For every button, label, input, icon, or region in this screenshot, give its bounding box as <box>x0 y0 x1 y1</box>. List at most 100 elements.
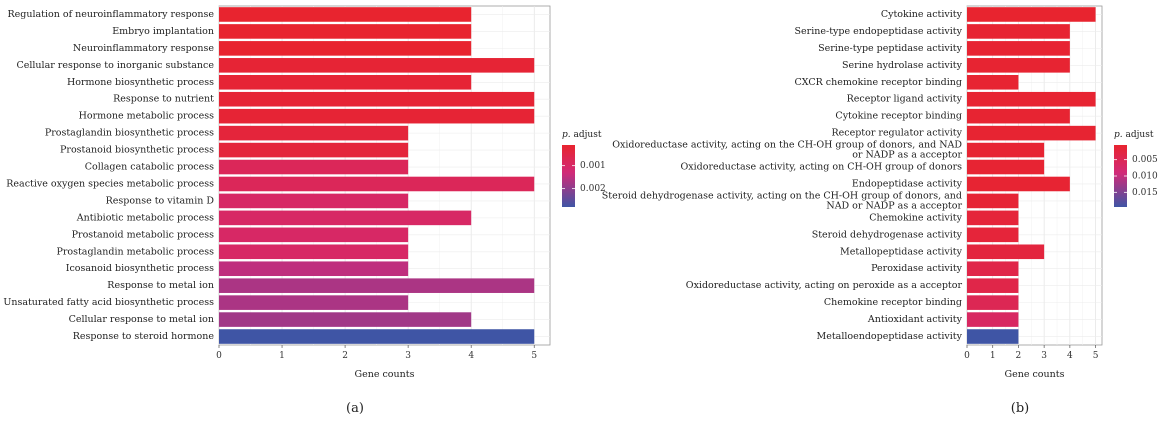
color-legend: p. adjust 0.005 0.010 0.015 <box>1114 130 1158 207</box>
bar <box>967 227 1019 243</box>
legend-tick-label: 0.001 <box>580 161 606 171</box>
bar <box>219 295 409 310</box>
legend-tick-label: 0.015 <box>1132 188 1158 198</box>
category-label: Cytokine receptor binding <box>835 111 962 122</box>
bar <box>967 176 1070 192</box>
category-label: Endopeptidase activity <box>852 178 963 189</box>
x-tick-label: 2 <box>342 351 348 361</box>
legend-tick-label: 0.005 <box>1132 155 1158 165</box>
category-label: Embryo implantation <box>112 26 214 37</box>
category-label: Reactive oxygen species metabolic proces… <box>6 178 214 189</box>
bar <box>219 125 409 141</box>
category-label: Neuroinflammatory response <box>73 43 214 54</box>
category-label: Receptor regulator activity <box>832 128 963 139</box>
legend-tick-label: 0.002 <box>580 184 606 194</box>
chart-a: Regulation of neuroinflammatory response… <box>3 5 606 416</box>
bar <box>967 244 1045 260</box>
bar <box>219 312 472 327</box>
category-label: Unsaturated fatty acid biosynthetic proc… <box>3 297 214 308</box>
bar <box>967 193 1019 209</box>
category-label: Prostaglandin biosynthetic process <box>45 128 214 139</box>
chart-b: Cytokine activity Serine-type endopeptida… <box>602 5 1158 416</box>
bar <box>967 210 1019 226</box>
bar <box>967 312 1019 327</box>
category-label: Serine-type peptidase activity <box>818 43 963 54</box>
bar <box>219 91 535 107</box>
bar <box>967 91 1096 107</box>
bar <box>967 261 1019 277</box>
category-label: Oxidoreductase activity, acting on CH-OH… <box>680 162 962 173</box>
bar <box>967 159 1045 175</box>
x-tick-label: 2 <box>1016 351 1022 361</box>
category-label: Hormone metabolic process <box>79 111 215 122</box>
category-label: Antibiotic metabolic process <box>76 212 214 223</box>
x-tick-label: 4 <box>468 351 474 361</box>
x-tick-label: 5 <box>531 351 537 361</box>
category-label: Response to nutrient <box>113 94 214 105</box>
category-label: Metalloendopeptidase activity <box>816 331 962 342</box>
category-label: Hormone biosynthetic process <box>67 77 214 88</box>
x-axis-label: Gene counts <box>1005 369 1065 380</box>
bar <box>967 58 1070 73</box>
category-label: Prostanoid biosynthetic process <box>60 145 214 156</box>
x-tick-label: 3 <box>405 351 411 361</box>
bar <box>219 244 409 260</box>
bar <box>967 7 1096 22</box>
category-label: Collagen catabolic process <box>85 162 214 173</box>
category-label: CXCR chemokine receptor binding <box>795 77 963 88</box>
bar <box>219 159 409 175</box>
category-label: Cytokine activity <box>881 9 963 20</box>
x-tick-label: 4 <box>1067 351 1073 361</box>
category-label: Regulation of neuroinflammatory response <box>7 9 214 20</box>
category-label: Antioxidant activity <box>867 314 963 325</box>
legend-tick-label: 0.010 <box>1132 172 1158 182</box>
legend-title: p. adjust <box>562 130 602 140</box>
x-tick-label: 5 <box>1093 351 1099 361</box>
category-label: Response to steroid hormone <box>73 331 215 342</box>
category-label: Steroid dehydrogenase activity <box>812 229 963 240</box>
bar <box>219 7 472 22</box>
bar <box>219 261 409 277</box>
bar <box>219 278 535 293</box>
category-label: Chemokine receptor binding <box>824 297 962 308</box>
bar <box>219 74 472 90</box>
bar <box>219 329 535 344</box>
category-label: Steroid dehydrogenase activity, acting o… <box>602 190 963 211</box>
bar <box>219 24 472 39</box>
bar <box>967 24 1070 39</box>
category-label: Peroxidase activity <box>871 263 963 274</box>
x-tick-label: 0 <box>964 351 970 361</box>
bar <box>967 278 1019 293</box>
x-tick-label: 1 <box>279 351 285 361</box>
x-tick-label: 0 <box>216 351 222 361</box>
category-label: Metallopeptidase activity <box>840 246 963 257</box>
bar <box>219 41 472 56</box>
category-label: Oxidoreductase activity, acting on the C… <box>612 140 962 161</box>
bar <box>219 210 472 226</box>
panel-label: (a) <box>346 401 364 416</box>
color-legend: p. adjust 0.001 0.002 <box>562 130 606 207</box>
bar <box>219 193 409 209</box>
bar <box>967 74 1019 90</box>
category-label: Response to metal ion <box>107 280 214 291</box>
category-label: Oxidoreductase activity, acting on perox… <box>686 280 963 291</box>
plot-panel <box>966 5 1103 346</box>
x-axis-label: Gene counts <box>355 369 415 380</box>
bar <box>219 176 535 192</box>
category-label: Prostaglandin metabolic process <box>56 246 214 257</box>
bar <box>219 227 409 243</box>
bar <box>967 295 1019 310</box>
bar <box>219 108 535 124</box>
category-label: Serine-type endopeptidase activity <box>795 26 963 37</box>
plot-panel <box>218 5 551 346</box>
category-label: Prostanoid metabolic process <box>72 229 214 240</box>
panel-label: (b) <box>1011 401 1029 416</box>
bar <box>967 125 1096 141</box>
bar <box>967 41 1070 56</box>
category-label: Receptor ligand activity <box>847 94 963 105</box>
legend-colorbar <box>562 145 575 207</box>
legend-colorbar <box>1114 145 1127 207</box>
category-label: Cellular response to inorganic substance <box>16 60 214 71</box>
category-label: Serine hydrolase activity <box>842 60 963 71</box>
